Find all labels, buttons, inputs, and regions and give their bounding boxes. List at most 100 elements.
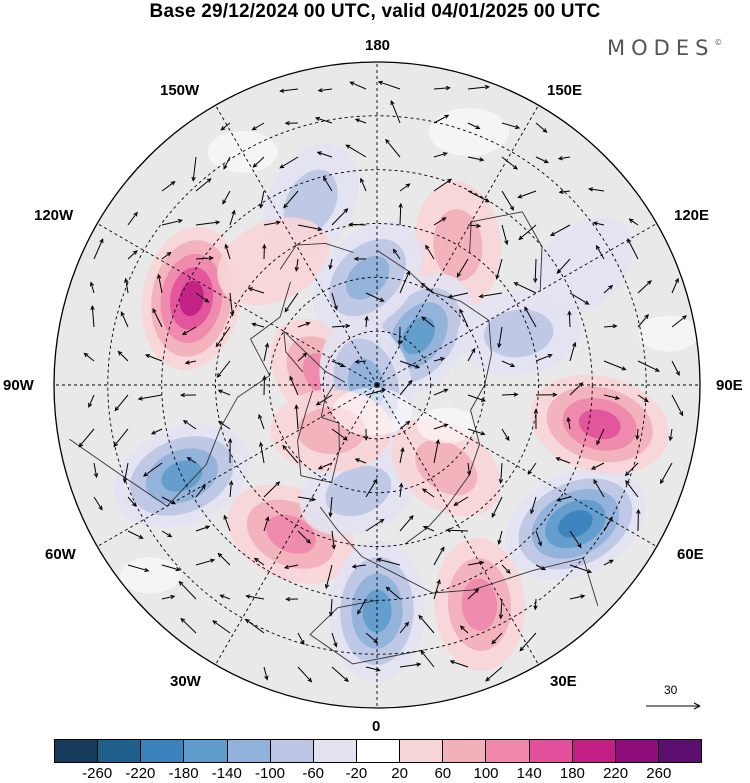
wind-arrow (195, 178, 212, 192)
wind-arrow (263, 220, 282, 226)
wind-arrow (363, 428, 369, 441)
wind-arrow (122, 462, 129, 484)
wind-arrow (449, 660, 469, 668)
wind-arrow (501, 156, 518, 170)
wind-arrow (569, 594, 586, 600)
wind-arrow (263, 516, 270, 532)
wind-arrow (478, 292, 503, 299)
wind-arrow (519, 632, 537, 652)
wind-arrow (365, 478, 378, 498)
wind-arrow (78, 428, 95, 448)
wind-arrow (89, 281, 95, 294)
wind-arrow (349, 81, 367, 90)
neutral-zone (332, 387, 413, 436)
wind-arrow (365, 666, 381, 672)
wind-arrow (671, 277, 679, 294)
wind-arrow (365, 292, 385, 302)
wind-arrow (244, 618, 265, 634)
wind-arrow (557, 155, 571, 161)
wind-arrow (331, 360, 346, 367)
wind-arrow (596, 428, 605, 446)
wind-arrow (216, 360, 231, 378)
wind-arrow (467, 84, 490, 90)
wind-arrow (247, 287, 265, 294)
wind-arrow (390, 100, 401, 124)
wind-arrow (83, 352, 95, 362)
wind-arrow (399, 515, 414, 532)
coastline (297, 384, 340, 484)
wind-arrow (636, 508, 641, 532)
wind-arrow (433, 423, 449, 430)
anomaly-center (141, 226, 242, 371)
wind-arrow (530, 496, 537, 515)
colorbar-tick-label: 60 (434, 765, 452, 782)
lon-label-0: 0 (372, 718, 381, 735)
wind-arrow (637, 280, 652, 294)
wind-arrow (556, 496, 571, 502)
wind-arrow (351, 564, 367, 569)
wind-arrow (263, 481, 281, 498)
wind-arrow (316, 151, 333, 158)
latitude-circle (215, 223, 539, 547)
wind-arrow (459, 625, 469, 634)
wind-arrow (501, 190, 515, 211)
wind-arrow (353, 256, 367, 262)
wind-arrow (456, 258, 469, 278)
anomaly-center (391, 418, 502, 517)
colorbar-segment (55, 740, 99, 762)
wind-arrow (152, 307, 163, 328)
wind-arrow (284, 292, 299, 313)
wind-arrow (603, 284, 614, 294)
wind-arrow (399, 621, 410, 634)
colorbar-segment (529, 740, 573, 762)
map-boundary (53, 61, 701, 709)
wind-arrow (433, 546, 445, 566)
colorbar-tick-label: 20 (391, 765, 408, 782)
wind-arrow (124, 277, 129, 294)
wind-arrow (284, 120, 299, 126)
wind-arrow (467, 428, 486, 436)
colorbar-tick-label: -100 (254, 765, 286, 782)
wind-arrow (420, 282, 435, 294)
wind-arrow (90, 304, 95, 328)
wind-arrow (418, 614, 435, 634)
wind-arrow (228, 480, 234, 498)
wind-arrow (283, 564, 299, 570)
wind-arrow (117, 350, 129, 362)
wind-arrow (467, 122, 481, 129)
wind-arrow (263, 342, 270, 362)
wind-arrow (282, 444, 299, 464)
wind-arrow (399, 662, 422, 668)
wind-arrow (550, 224, 571, 236)
wind-arrow (466, 462, 472, 477)
wind-arrow (467, 394, 486, 402)
colorbar-segment (400, 740, 444, 762)
wind-arrow (566, 416, 571, 430)
wind-arrow (195, 220, 221, 226)
wind-arrow (420, 650, 435, 668)
wind-arrow (501, 122, 521, 130)
anomaly-center (530, 374, 669, 474)
wind-arrow (258, 413, 265, 430)
lon-label-180: 180 (365, 37, 391, 54)
wind-arrow (637, 314, 649, 328)
wind-arrow (297, 632, 305, 646)
wind-arrow (186, 457, 197, 464)
wind-arrow (433, 438, 440, 464)
wind-arrow (593, 479, 605, 498)
wind-arrow (251, 122, 265, 131)
wind-arrow (184, 360, 197, 365)
wind-arrow (385, 138, 401, 158)
anomaly-contour (265, 514, 316, 554)
wind-arrow (498, 462, 504, 485)
wind-arrow (587, 187, 605, 192)
colorbar-segment (227, 740, 271, 762)
wind-arrow (228, 437, 233, 464)
wind-arrow (433, 85, 451, 91)
latitude-circle (322, 330, 432, 440)
wind-arrow (223, 156, 231, 170)
wind-arrow (137, 394, 163, 401)
anomaly-center (505, 467, 646, 580)
colorbar-segment (615, 740, 659, 762)
wind-arrow (365, 388, 387, 396)
